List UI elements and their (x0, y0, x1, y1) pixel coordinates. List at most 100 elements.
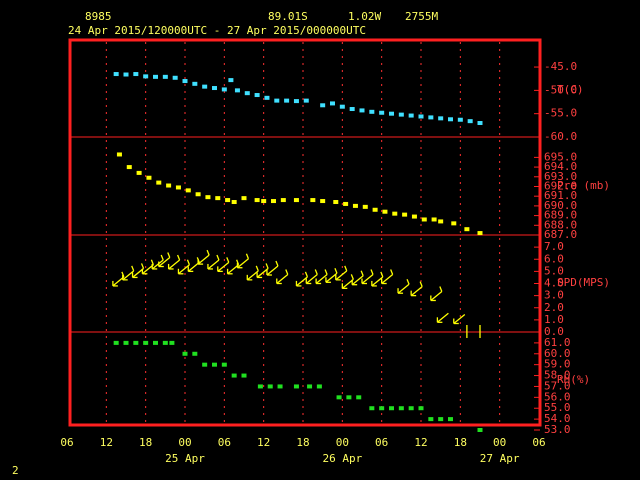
data-point (175, 185, 181, 190)
data-point (411, 214, 417, 219)
data-point (408, 406, 414, 411)
wind-barb (207, 254, 220, 270)
data-point (195, 192, 201, 197)
wind-barb (305, 269, 318, 285)
data-point (182, 79, 188, 84)
data-point (280, 198, 286, 203)
data-point (133, 72, 139, 77)
wind-barb (436, 312, 449, 323)
wind-barb (430, 286, 443, 302)
wind-barb (325, 268, 338, 283)
data-point (369, 406, 375, 411)
data-point (438, 116, 444, 121)
data-point (136, 170, 142, 175)
y-tick-label: 695.0 (544, 150, 577, 163)
data-point (234, 88, 240, 93)
y-tick-label: 6.0 (544, 252, 564, 265)
data-point (113, 340, 119, 345)
data-point (448, 117, 453, 122)
data-point (264, 95, 270, 100)
wind-barb (410, 281, 423, 297)
y-tick-label: 689.0 (544, 209, 577, 222)
data-point (202, 84, 208, 89)
y-tick-label: 61.0 (544, 336, 571, 349)
wind-barb (315, 269, 328, 285)
data-point (477, 231, 483, 236)
data-point (192, 81, 198, 86)
y-tick-label: 59.0 (544, 358, 571, 371)
data-point (267, 384, 273, 389)
wind-barb (397, 278, 410, 294)
data-point (231, 373, 237, 378)
wind-barb (197, 249, 210, 265)
y-tick-label: 4.0 (544, 277, 564, 290)
data-point (153, 340, 158, 345)
data-point (438, 417, 444, 422)
data-point (428, 417, 434, 422)
x-tick-label: 00 (336, 436, 349, 449)
data-point (389, 406, 394, 411)
wind-barb (167, 254, 181, 270)
data-point (284, 98, 290, 103)
data-point (143, 340, 149, 345)
data-point (221, 87, 227, 92)
data-point (169, 340, 175, 345)
y-tick-label: 57.0 (544, 379, 571, 392)
data-point (362, 204, 368, 209)
data-point (241, 373, 247, 378)
data-point (369, 109, 375, 114)
data-point (172, 75, 178, 80)
data-point (162, 74, 168, 79)
data-point (477, 121, 483, 126)
data-point (166, 183, 172, 188)
data-point (408, 113, 414, 118)
y-tick-label: 7.0 (544, 240, 564, 253)
wind-barb (351, 270, 364, 286)
data-point (123, 72, 129, 77)
wind-barb (158, 252, 171, 268)
y-tick-label: 688.0 (544, 218, 577, 231)
data-point (182, 351, 188, 356)
data-point (307, 384, 313, 389)
data-point (123, 340, 129, 345)
frame (68, 38, 542, 427)
legend-label: SPD(MPS) (557, 276, 610, 289)
y-tick-label: 691.0 (544, 189, 577, 202)
data-point (316, 384, 322, 389)
data-point (156, 180, 162, 185)
data-point (343, 201, 349, 206)
wind-barb (187, 257, 200, 273)
legend-label: RH(%) (557, 373, 590, 386)
x-tick-label: 12 (414, 436, 427, 449)
y-tick-label: 0.0 (544, 325, 564, 338)
y-tick-label: -45.0 (544, 60, 577, 73)
legend-label: T(C) (557, 83, 584, 96)
data-point (212, 362, 217, 367)
data-point (428, 115, 434, 120)
data-point (241, 196, 247, 201)
wind-barb (361, 269, 374, 285)
data-point (303, 98, 309, 103)
data-point (143, 74, 149, 79)
data-point (339, 104, 345, 109)
y-tick-label: 58.0 (544, 369, 571, 382)
data-point (185, 188, 191, 193)
legend-label: Pre (mb) (557, 179, 610, 192)
y-tick-label: 2.0 (544, 301, 564, 314)
wind-barb (335, 265, 348, 281)
wind-barb (276, 269, 289, 285)
data-point (116, 152, 122, 157)
data-point (310, 198, 316, 203)
y-tick-label: 60.0 (544, 347, 571, 360)
y-tick-label: -60.0 (544, 130, 577, 143)
data-point (293, 198, 299, 203)
data-point (254, 93, 260, 98)
page-number: 2 (12, 464, 19, 477)
y-tick-label: 1.0 (544, 313, 564, 326)
data-point (244, 91, 250, 96)
wind-barb (112, 271, 125, 287)
y-tick-label: 53.0 (544, 423, 571, 436)
data-point (274, 98, 280, 103)
y-tick-label: 694.0 (544, 160, 577, 173)
